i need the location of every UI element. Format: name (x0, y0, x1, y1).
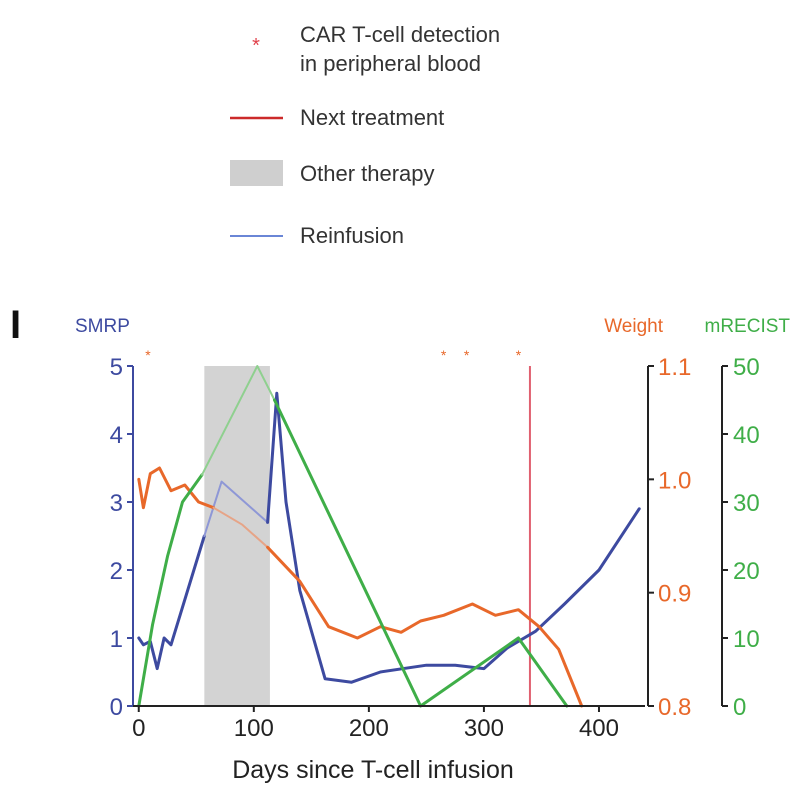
series-weight_pre (137, 466, 215, 510)
right2-tick-label-4: 40 (733, 422, 760, 449)
x-tick-label-1: 100 (234, 715, 274, 742)
right2-tick-label-3: 30 (733, 490, 760, 517)
detection-star-2: * (464, 347, 470, 363)
other-therapy-layer (204, 366, 270, 706)
right1-tick-label-3: 1.1 (658, 354, 691, 381)
right1-tick-label-2: 1.0 (658, 467, 691, 494)
marker-layer: * * * * (145, 347, 531, 706)
left-axis-title: SMRP (75, 316, 130, 337)
series-smrp_pre (137, 534, 206, 671)
detection-star-3: * (516, 347, 522, 363)
left-tick-label-1: 1 (110, 626, 123, 653)
right1-tick-label-0: 0.8 (658, 694, 691, 721)
series-layer (137, 365, 641, 708)
x-tick-label-4: 400 (579, 715, 619, 742)
detection-star-0: * (145, 347, 151, 363)
panel-label: I (10, 303, 21, 347)
right2-tick-label-5: 50 (733, 354, 760, 381)
axis-layer: 0 1 2 3 4 5 0.8 0.9 1.0 1.1 0 10 20 30 40 50 0 100 200 300 4… (110, 354, 760, 742)
legend-next-treatment-label: Next treatment (300, 105, 444, 130)
series-smrp_post (266, 391, 641, 684)
series-mrecist_post (273, 398, 569, 708)
x-axis-title: Days since T-cell infusion (232, 756, 514, 784)
left-tick-label-0: 0 (110, 694, 123, 721)
other-therapy-box (204, 366, 270, 706)
legend-other-therapy-box (230, 160, 283, 186)
left-tick-label-4: 4 (110, 422, 123, 449)
right2-tick-label-0: 0 (733, 694, 746, 721)
x-tick-label-0: 0 (132, 715, 145, 742)
legend-detection-star: * (252, 35, 260, 57)
right1-axis-title: Weight (604, 316, 664, 337)
right2-tick-label-2: 20 (733, 558, 760, 585)
series-mrecist_pre (137, 473, 204, 708)
x-tick-label-2: 200 (349, 715, 389, 742)
detection-star-1: * (441, 347, 447, 363)
legend-detection-label-1: CAR T-cell detection (300, 22, 500, 47)
left-tick-label-5: 5 (110, 354, 123, 381)
left-tick-label-2: 2 (110, 558, 123, 585)
series-mrecist_reinf (201, 365, 276, 476)
right2-axis-title: mRECIST (705, 316, 791, 337)
right1-tick-label-1: 0.9 (658, 581, 691, 608)
right2-tick-label-1: 10 (733, 626, 760, 653)
legend: * CAR T-cell detection in peripheral blo… (230, 22, 500, 248)
series-smrp_reinf (203, 480, 269, 537)
left-tick-label-3: 3 (110, 490, 123, 517)
legend-reinfusion-label: Reinfusion (300, 223, 404, 248)
series-weight_post (266, 545, 584, 708)
x-tick-label-3: 300 (464, 715, 504, 742)
legend-detection-label-2: in peripheral blood (300, 51, 481, 76)
series-weight_reinf (212, 506, 269, 549)
legend-other-therapy-label: Other therapy (300, 161, 435, 186)
